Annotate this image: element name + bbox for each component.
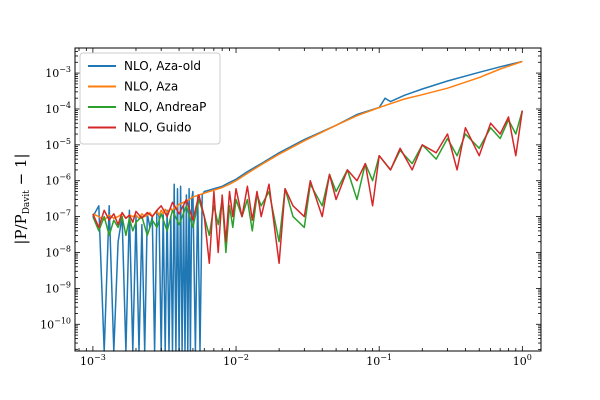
series-line-3 (92, 110, 524, 254)
legend-label: NLO, Aza (124, 80, 178, 94)
legend-label: NLO, Guido (124, 121, 192, 135)
series-line-2 (92, 60, 523, 221)
y-tick-label: 10−6 (45, 173, 71, 188)
tick-labels: 10−3 10−2 10−1 100 10−10 10−9 10−8 10−7 10−6 10−5… (40, 65, 532, 368)
y-tick-label: 10−3 (45, 65, 71, 80)
legend-box (79, 52, 221, 145)
legend-label: NLO, Aza-old (124, 59, 201, 73)
plot-lines (92, 60, 524, 352)
legend: NLO, Aza-old NLO, Aza NLO, AndreaP NLO, Gui… (79, 52, 221, 145)
y-tick-label: 10−5 (45, 137, 71, 152)
x-tick-label: 10−1 (366, 353, 392, 368)
legend-label: NLO, AndreaP (124, 100, 206, 114)
y-axis-label: |P/PDavit − 1| (12, 153, 32, 244)
y-tick-label: 10−8 (45, 245, 71, 260)
ticks (75, 47, 541, 351)
y-tick-label: 10−4 (45, 101, 71, 116)
y-tick-label: 10−7 (45, 209, 71, 224)
series-line-4 (92, 110, 524, 265)
y-tick-label: 10−9 (45, 280, 71, 295)
x-tick-label: 10−3 (80, 353, 106, 368)
x-tick-label: 10−2 (223, 353, 249, 368)
series-line-1 (92, 60, 523, 352)
x-tick-label: 100 (513, 353, 532, 368)
y-tick-label: 10−10 (40, 316, 71, 331)
